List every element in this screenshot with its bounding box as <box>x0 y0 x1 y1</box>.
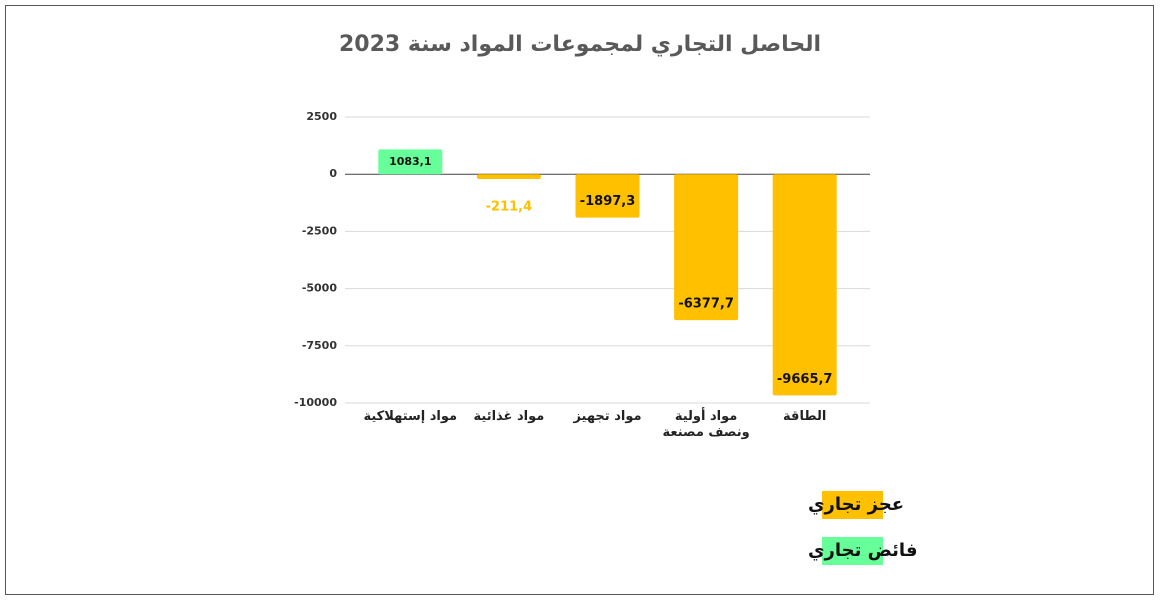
legend-label: فائض تجاري <box>808 540 917 561</box>
y-tick-label: -2500 <box>302 224 338 237</box>
x-tick-label: مواد غذائية <box>473 409 545 424</box>
legend-swatch <box>822 491 883 519</box>
legend-swatch <box>822 537 883 565</box>
bar <box>476 174 541 180</box>
value-label: -9665,7 <box>777 372 833 387</box>
x-tick-label: مواد أولية ونصف مصنعة <box>662 409 750 440</box>
legend-label: عجز تجاري <box>808 494 904 515</box>
y-tick-label: -5000 <box>302 282 338 295</box>
value-label: -1897,3 <box>580 194 636 209</box>
value-label: -6377,7 <box>678 297 734 312</box>
bar <box>378 149 443 175</box>
frame <box>5 5 1154 595</box>
y-tick-label: -7500 <box>302 339 338 352</box>
x-tick-label: الطاقة <box>783 409 827 424</box>
bar <box>575 174 640 218</box>
bar <box>772 174 837 396</box>
y-tick-label: 0 <box>329 167 337 180</box>
x-tick-label: مواد إستهلاكية <box>363 409 458 424</box>
chart-title: الحاصل التجاري لمجموعات المواد سنة 2023 <box>339 32 821 57</box>
value-label: 1083,1 <box>389 155 431 168</box>
value-label: -211,4 <box>486 200 533 215</box>
x-tick-label: مواد تجهيز <box>573 409 642 424</box>
y-tick-label: -10000 <box>294 396 337 409</box>
bar <box>674 174 739 321</box>
y-tick-label: 2500 <box>306 110 337 123</box>
